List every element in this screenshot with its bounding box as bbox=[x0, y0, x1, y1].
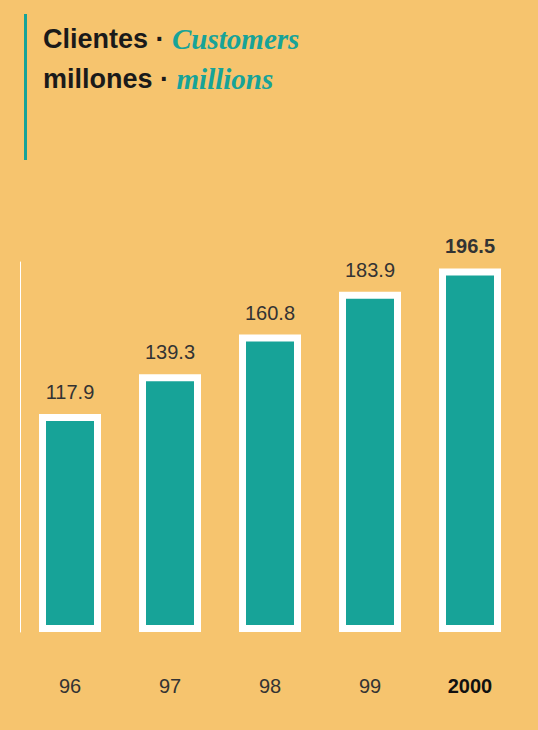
svg-text:139.3: 139.3 bbox=[145, 341, 195, 363]
svg-text:2000: 2000 bbox=[448, 675, 493, 697]
svg-text:160.8: 160.8 bbox=[245, 302, 295, 324]
svg-text:Customers: Customers bbox=[172, 23, 299, 55]
svg-text:Clientes ·: Clientes · bbox=[43, 24, 172, 54]
svg-text:99: 99 bbox=[359, 675, 381, 697]
svg-text:117.9: 117.9 bbox=[46, 381, 95, 403]
svg-text:183.9: 183.9 bbox=[345, 259, 395, 281]
svg-text:196.5: 196.5 bbox=[445, 235, 495, 257]
svg-text:97: 97 bbox=[159, 675, 181, 697]
svg-text:millones ·: millones · bbox=[43, 64, 177, 94]
svg-text:millions: millions bbox=[177, 63, 274, 95]
svg-text:96: 96 bbox=[59, 675, 81, 697]
svg-text:98: 98 bbox=[259, 675, 281, 697]
